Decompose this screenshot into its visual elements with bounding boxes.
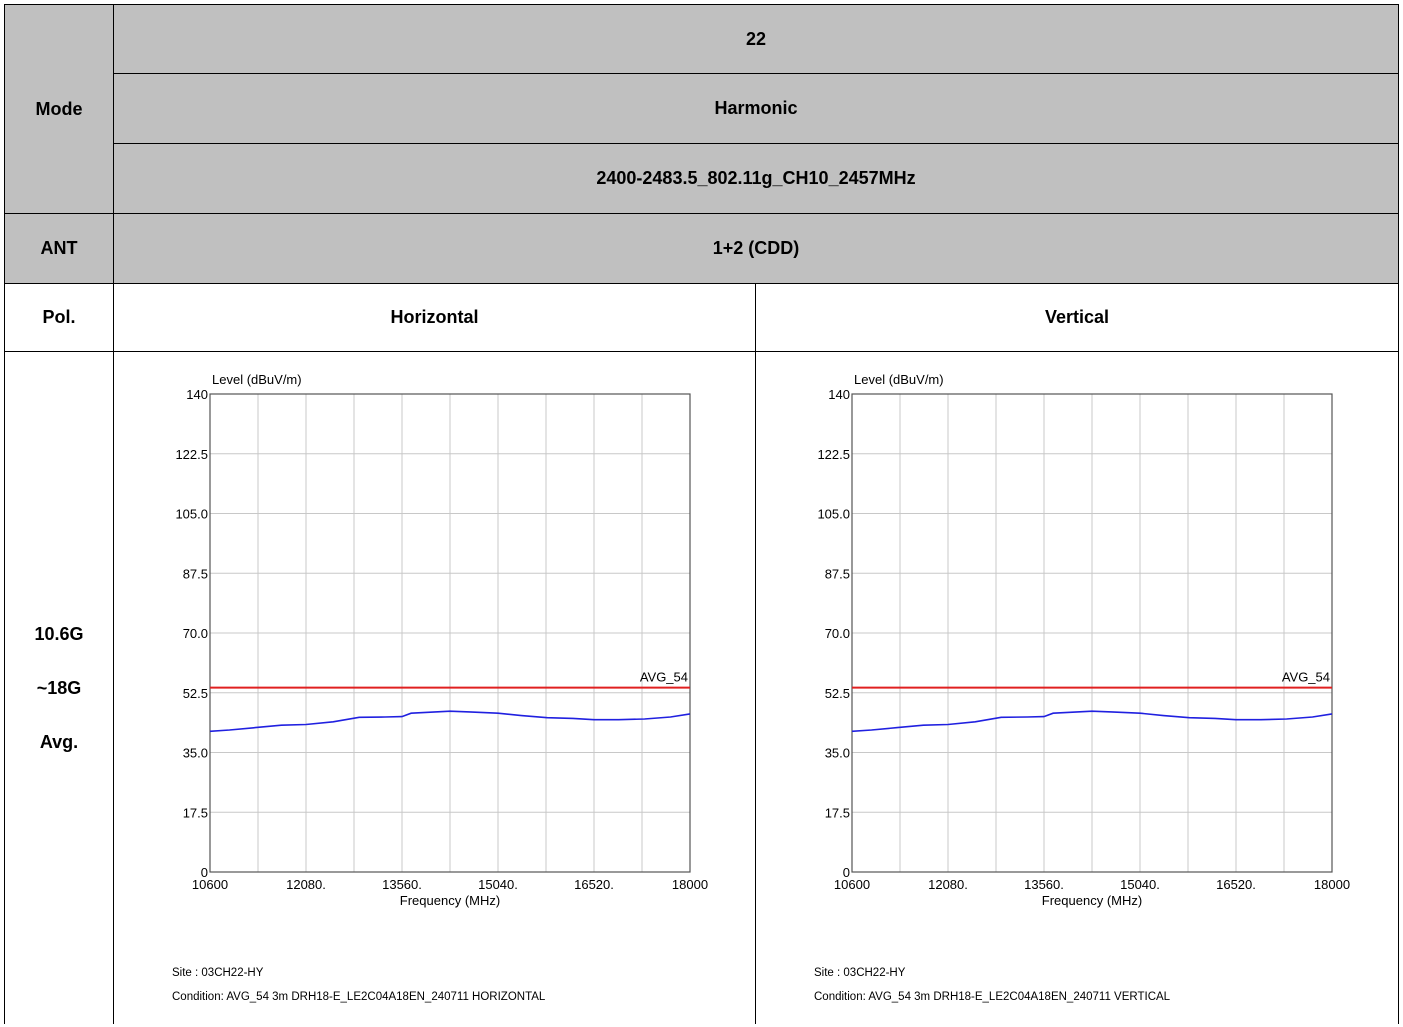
vertical-chart-cell: 140 122.5 105.0 87.5 70.0 52.5 35.0 17.5 0 10600 1… <box>755 351 1399 1024</box>
x-tick-label: 12080. <box>928 877 968 892</box>
condition-line: Condition: AVG_54 3m DRH18-E_LE2C04A18EN… <box>814 991 1171 1003</box>
site-line: Site : 03CH22-HY <box>172 967 264 979</box>
x-tick-label: 15040. <box>478 877 518 892</box>
condition-line: Condition: AVG_54 3m DRH18-E_LE2C04A18EN… <box>172 991 546 1003</box>
range-label-cell: 10.6G ~18G Avg. <box>4 351 114 1024</box>
mode-label: Mode <box>4 4 114 214</box>
measurement-trace <box>209 710 691 733</box>
x-tick-label: 16520. <box>574 877 614 892</box>
x-tick-label: 10600 <box>834 877 870 892</box>
x-tick-label: 16520. <box>1216 877 1256 892</box>
y-tick-label: 140 <box>828 387 850 402</box>
y-tick-label: 35.0 <box>825 746 850 761</box>
y-tick-label: 35.0 <box>183 746 208 761</box>
plot-frame <box>209 393 691 873</box>
y-tick-label: 140 <box>186 387 208 402</box>
x-tick-label: 18000 <box>672 877 708 892</box>
x-tick-label: 12080. <box>286 877 326 892</box>
pol-label: Pol. <box>4 283 114 352</box>
x-tick-label: 15040. <box>1120 877 1160 892</box>
x-tick-label: 13560. <box>1024 877 1064 892</box>
site-line: Site : 03CH22-HY <box>814 967 906 979</box>
x-tick-label: 13560. <box>382 877 422 892</box>
y-tick-label: 122.5 <box>817 447 850 462</box>
y-tick-label: 70.0 <box>825 626 850 641</box>
mode-value-2: Harmonic <box>113 73 1399 144</box>
y-tick-label: 17.5 <box>183 805 208 820</box>
limit-line-label: AVG_54 <box>1282 670 1330 685</box>
y-tick-label: 0 <box>201 865 208 880</box>
y-tick-label: 52.5 <box>183 686 208 701</box>
y-axis-label: Level (dBuV/m) <box>854 372 944 387</box>
limit-line-label: AVG_54 <box>640 670 688 685</box>
plot-frame <box>851 393 1333 873</box>
mode-value-3: 2400-2483.5_802.11g_CH10_2457MHz <box>113 143 1399 214</box>
range-label-end: ~18G <box>36 678 82 698</box>
ant-label: ANT <box>4 213 114 284</box>
y-tick-label: 105.0 <box>175 507 208 522</box>
horizontal-chart-cell: 140 122.5 105.0 87.5 70.0 52.5 35.0 17.5 0 10600 1… <box>113 351 756 1024</box>
y-tick-label: 52.5 <box>825 686 850 701</box>
y-tick-label: 122.5 <box>175 447 208 462</box>
y-axis-label: Level (dBuV/m) <box>212 372 302 387</box>
y-tick-label: 17.5 <box>825 805 850 820</box>
x-tick-label: 10600 <box>192 877 228 892</box>
range-label-detector: Avg. <box>39 732 79 752</box>
y-tick-label: 87.5 <box>825 566 850 581</box>
y-tick-label: 105.0 <box>817 507 850 522</box>
pol-vertical: Vertical <box>755 283 1399 352</box>
y-tick-label: 0 <box>843 865 850 880</box>
harmonic-report-table: Mode 22 Harmonic 2400-2483.5_802.11g_CH1… <box>4 4 1399 1024</box>
y-tick-label: 87.5 <box>183 566 208 581</box>
ant-value: 1+2 (CDD) <box>113 213 1399 284</box>
range-label-start: 10.6G <box>34 624 84 644</box>
y-tick-label: 70.0 <box>183 626 208 641</box>
pol-horizontal: Horizontal <box>113 283 756 352</box>
measurement-trace <box>851 710 1333 733</box>
x-axis-label: Frequency (MHz) <box>400 893 500 908</box>
x-tick-label: 18000 <box>1314 877 1350 892</box>
mode-value-1: 22 <box>113 4 1399 74</box>
x-axis-label: Frequency (MHz) <box>1042 893 1142 908</box>
